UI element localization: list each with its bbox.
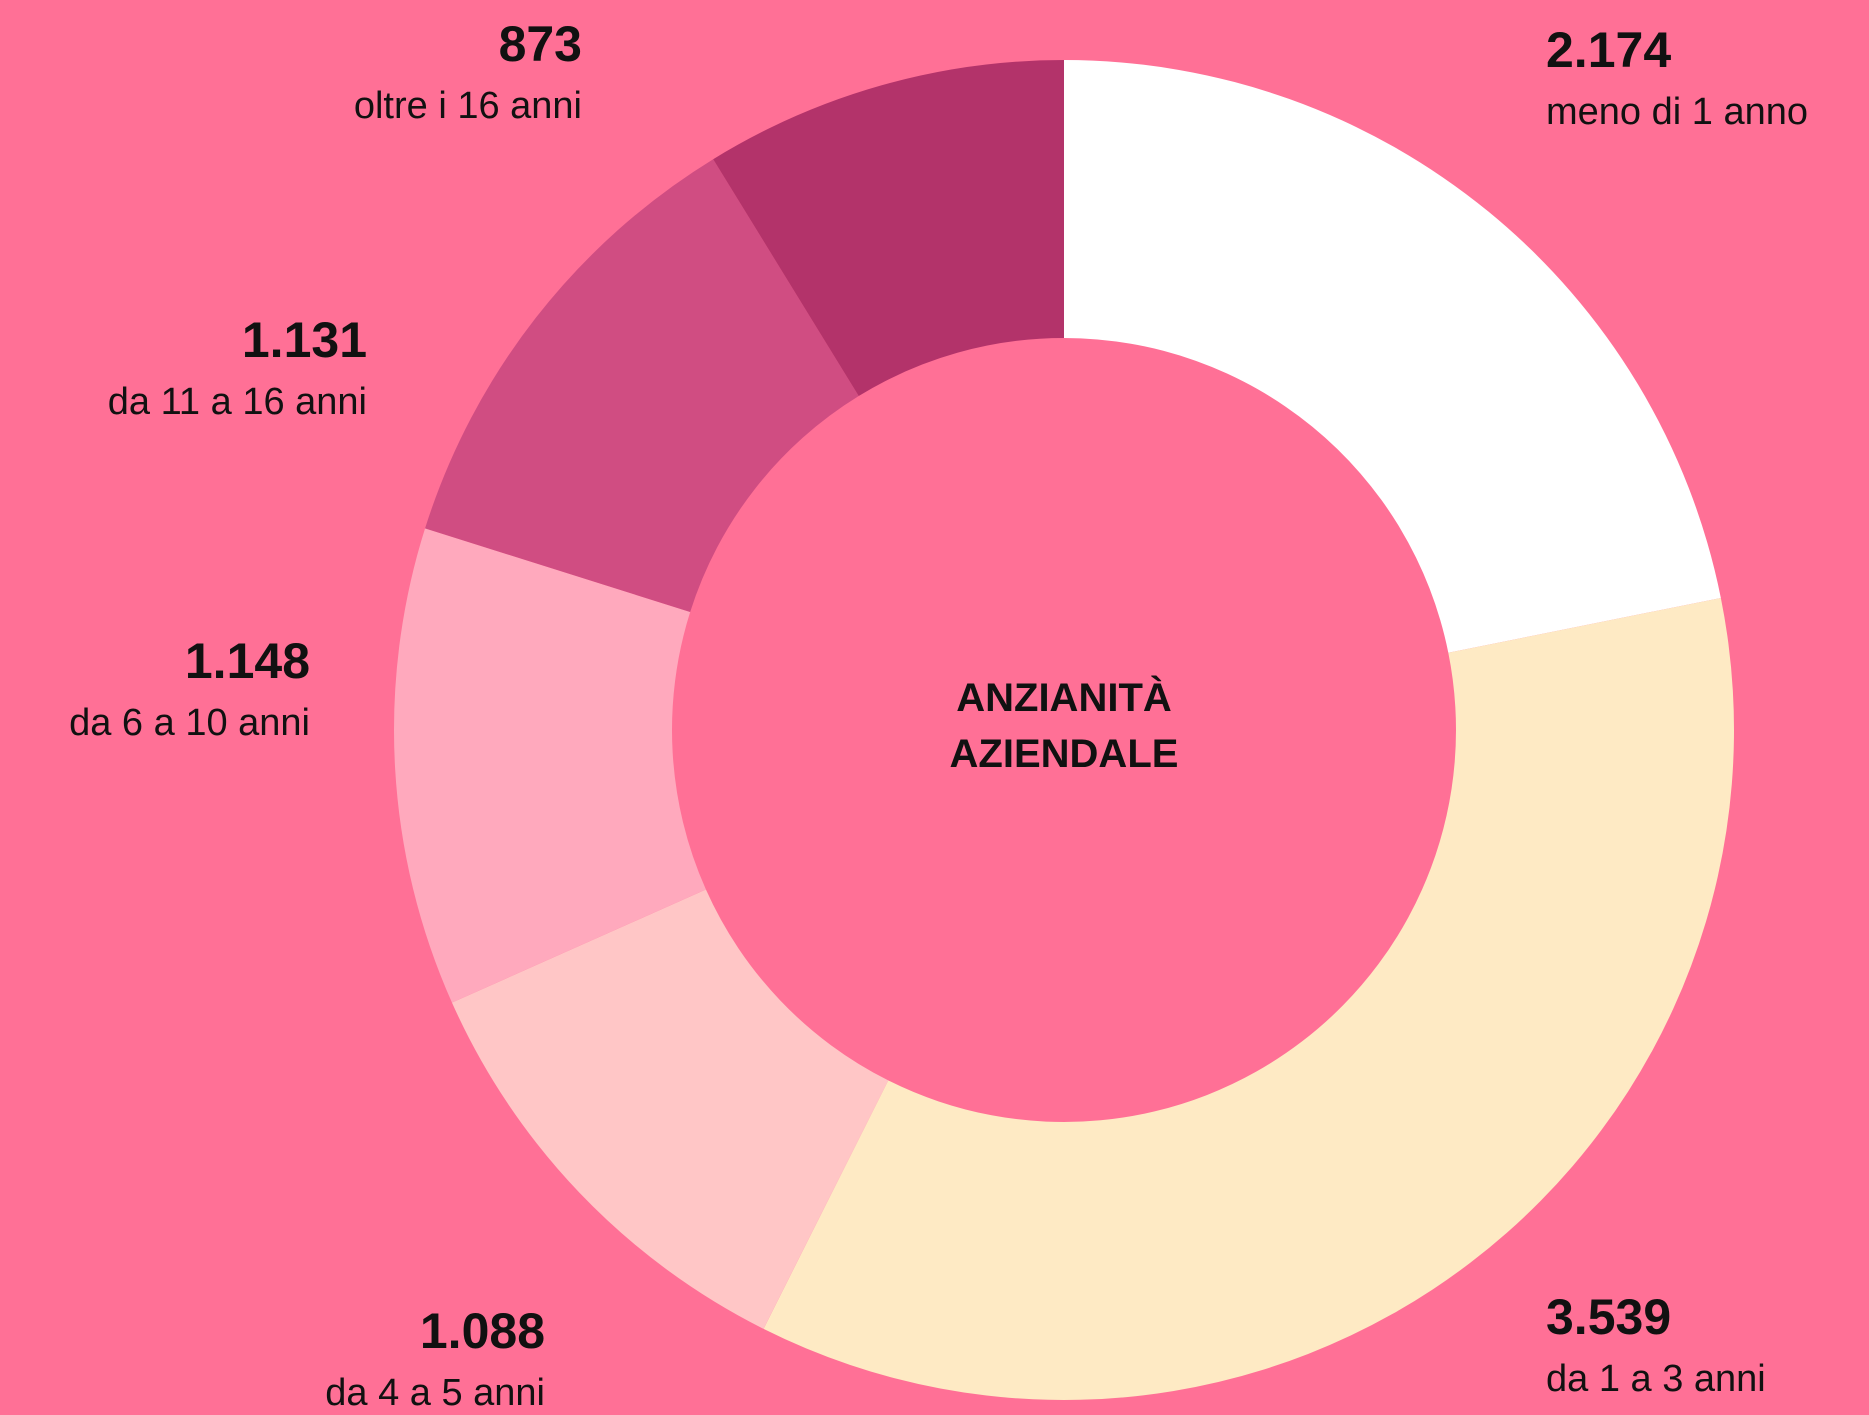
donut-segment [451,889,889,1329]
category-label: da 4 a 5 anni [325,1372,545,1414]
value-label: 1.131 [242,312,367,368]
category-label: oltre i 16 anni [354,85,582,127]
donut-segment [713,60,1064,397]
chart-title: ANZIANITÀ AZIENDALE [949,676,1179,776]
value-label: 873 [499,16,582,72]
donut-segment [1064,60,1721,653]
value-label: 1.148 [185,633,310,689]
category-label: da 11 a 16 anni [108,381,367,423]
donut-segment [425,159,859,613]
category-label: da 6 a 10 anni [69,702,310,744]
donut-segment [763,597,1734,1400]
donut-segment [394,528,706,1003]
category-label: da 1 a 3 anni [1546,1358,1766,1400]
value-label: 3.539 [1546,1289,1671,1345]
category-label: meno di 1 anno [1546,91,1808,133]
value-label: 2.174 [1546,22,1671,78]
value-label: 1.088 [420,1303,545,1359]
